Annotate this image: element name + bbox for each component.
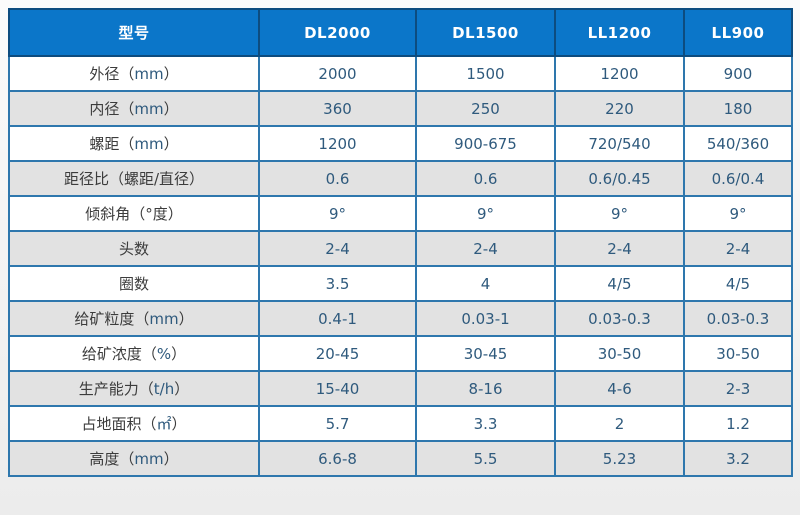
spec-value: 4/5: [683, 265, 793, 302]
spec-value: 5.5: [415, 440, 556, 477]
table-row: 距径比（螺距/直径） 0.6 0.6 0.6/0.45 0.6/0.4: [8, 160, 793, 197]
spec-value: 1500: [415, 55, 556, 92]
spec-value: 3.5: [258, 265, 417, 302]
spec-value: 5.23: [554, 440, 685, 477]
spec-value: 540/360: [683, 125, 793, 162]
spec-value: 0.6/0.45: [554, 160, 685, 197]
spec-value: 9°: [415, 195, 556, 232]
spec-value: 0.6: [258, 160, 417, 197]
spec-value: 3.2: [683, 440, 793, 477]
spec-value: 360: [258, 90, 417, 127]
row-label: 距径比（螺距/直径）: [8, 160, 260, 197]
spec-value: 250: [415, 90, 556, 127]
spec-value: 2-4: [554, 230, 685, 267]
spec-value: 5.7: [258, 405, 417, 442]
header-cell-dl1500: DL1500: [415, 8, 556, 57]
table-row: 高度（mm） 6.6-8 5.5 5.23 3.2: [8, 440, 793, 477]
spec-value: 0.03-0.3: [683, 300, 793, 337]
spec-value: 15-40: [258, 370, 417, 407]
row-label: 外径（mm）: [8, 55, 260, 92]
spec-value: 720/540: [554, 125, 685, 162]
row-label: 内径（mm）: [8, 90, 260, 127]
spec-value: 6.6-8: [258, 440, 417, 477]
table-row: 倾斜角（°度） 9° 9° 9° 9°: [8, 195, 793, 232]
spec-value: 30-45: [415, 335, 556, 372]
table-row: 生产能力（t/h） 15-40 8-16 4-6 2-3: [8, 370, 793, 407]
spec-value: 4/5: [554, 265, 685, 302]
spec-value: 2-4: [683, 230, 793, 267]
header-cell-ll900: LL900: [683, 8, 793, 57]
table-row: 给矿粒度（mm） 0.4-1 0.03-1 0.03-0.3 0.03-0.3: [8, 300, 793, 337]
table-row: 圈数 3.5 4 4/5 4/5: [8, 265, 793, 302]
row-label: 生产能力（t/h）: [8, 370, 260, 407]
table-row: 占地面积（㎡） 5.7 3.3 2 1.2: [8, 405, 793, 442]
spec-value: 9°: [554, 195, 685, 232]
row-label: 给矿粒度（mm）: [8, 300, 260, 337]
spec-table: 型号 DL2000 DL1500 LL1200 LL900 外径（mm） 200…: [8, 8, 793, 477]
table-row: 螺距（mm） 1200 900-675 720/540 540/360: [8, 125, 793, 162]
spec-value: 1200: [258, 125, 417, 162]
header-cell-dl2000: DL2000: [258, 8, 417, 57]
spec-value: 3.3: [415, 405, 556, 442]
spec-value: 9°: [683, 195, 793, 232]
spec-value: 0.6/0.4: [683, 160, 793, 197]
table-row: 给矿浓度（%） 20-45 30-45 30-50 30-50: [8, 335, 793, 372]
spec-value: 0.4-1: [258, 300, 417, 337]
spec-value: 0.03-1: [415, 300, 556, 337]
spec-value: 1.2: [683, 405, 793, 442]
table-row: 外径（mm） 2000 1500 1200 900: [8, 55, 793, 92]
spec-value: 2: [554, 405, 685, 442]
spec-value: 8-16: [415, 370, 556, 407]
spec-value: 1200: [554, 55, 685, 92]
header-row: 型号 DL2000 DL1500 LL1200 LL900: [8, 8, 793, 57]
spec-value: 900-675: [415, 125, 556, 162]
header-cell-ll1200: LL1200: [554, 8, 685, 57]
spec-value: 9°: [258, 195, 417, 232]
spec-value: 20-45: [258, 335, 417, 372]
spec-value: 2000: [258, 55, 417, 92]
table-row: 内径（mm） 360 250 220 180: [8, 90, 793, 127]
table-row: 头数 2-4 2-4 2-4 2-4: [8, 230, 793, 267]
row-label: 倾斜角（°度）: [8, 195, 260, 232]
row-label: 高度（mm）: [8, 440, 260, 477]
spec-value: 0.6: [415, 160, 556, 197]
row-label: 圈数: [8, 265, 260, 302]
spec-value: 0.03-0.3: [554, 300, 685, 337]
header-cell-model: 型号: [8, 8, 260, 57]
spec-value: 180: [683, 90, 793, 127]
row-label: 螺距（mm）: [8, 125, 260, 162]
spec-value: 900: [683, 55, 793, 92]
spec-value: 2-4: [258, 230, 417, 267]
spec-value: 220: [554, 90, 685, 127]
spec-value: 2-4: [415, 230, 556, 267]
row-label: 占地面积（㎡）: [8, 405, 260, 442]
row-label: 头数: [8, 230, 260, 267]
spec-value: 4-6: [554, 370, 685, 407]
spec-value: 2-3: [683, 370, 793, 407]
spec-value: 4: [415, 265, 556, 302]
spec-value: 30-50: [554, 335, 685, 372]
spec-value: 30-50: [683, 335, 793, 372]
row-label: 给矿浓度（%）: [8, 335, 260, 372]
